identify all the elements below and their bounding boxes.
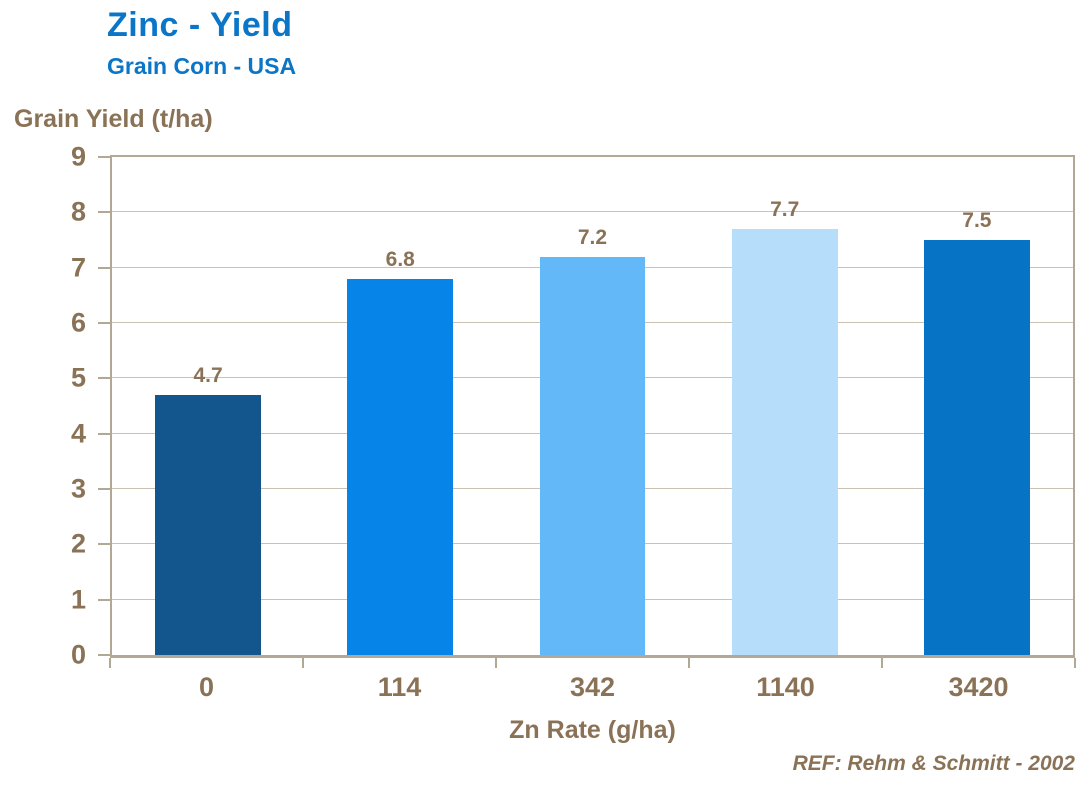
y-tick-label-9: 9 bbox=[70, 141, 86, 172]
x-tickmark-1 bbox=[302, 658, 304, 668]
y-tickmark-3 bbox=[98, 488, 110, 490]
y-tick-label-1: 1 bbox=[70, 584, 86, 615]
y-tick-label-7: 7 bbox=[70, 252, 86, 283]
y-tickmark-1 bbox=[98, 598, 110, 601]
bar-value-label-1140: 7.7 bbox=[770, 197, 800, 221]
y-tick-label-2: 2 bbox=[70, 528, 86, 559]
x-tick-label-0: 0 bbox=[198, 672, 215, 702]
y-axis-ticks: 0 1 2 3 4 5 6 7 8 9 bbox=[0, 143, 110, 668]
x-tickmark-3 bbox=[688, 658, 690, 668]
bar-slot-0: 4.7 bbox=[112, 157, 304, 655]
y-tickmark-0 bbox=[98, 654, 110, 656]
chart-title: Zinc - Yield bbox=[107, 6, 293, 44]
x-tickmark-0 bbox=[109, 658, 111, 668]
x-tick-label-3420: 3420 bbox=[948, 672, 1009, 702]
y-tick-label-4: 4 bbox=[70, 418, 86, 449]
gridline-y8 bbox=[112, 211, 1073, 213]
bar-3420 bbox=[924, 240, 1030, 655]
y-tickmark-2 bbox=[98, 543, 110, 546]
y-tickmark-8 bbox=[98, 211, 110, 214]
x-tick-label-114: 114 bbox=[377, 672, 422, 702]
y-tick-label-0: 0 bbox=[70, 639, 86, 670]
bar-slot-342: 7.2 bbox=[496, 157, 688, 655]
chart-subtitle: Grain Corn - USA bbox=[107, 53, 297, 79]
bar-value-label-0: 4.7 bbox=[193, 363, 223, 387]
x-axis-ticks: 0 114 342 1140 3420 bbox=[109, 658, 1076, 710]
bar-342 bbox=[539, 256, 646, 655]
bar-value-label-114: 6.8 bbox=[385, 247, 415, 271]
bar-slot-1140: 7.7 bbox=[689, 157, 881, 655]
x-tickmark-2 bbox=[495, 658, 497, 668]
y-tickmark-9 bbox=[98, 156, 110, 158]
x-tickmark-5 bbox=[1074, 658, 1076, 668]
bar-slot-114: 6.8 bbox=[304, 157, 496, 655]
y-tickmark-5 bbox=[98, 377, 110, 380]
y-axis-title: Grain Yield (t/ha) bbox=[14, 105, 213, 133]
x-tick-label-342: 342 bbox=[569, 672, 616, 702]
bar-value-label-3420: 7.5 bbox=[962, 209, 992, 232]
bar-slot-3420: 7.5 bbox=[881, 157, 1073, 655]
y-tick-label-5: 5 bbox=[70, 362, 86, 393]
bar-1140 bbox=[731, 228, 838, 655]
y-tickmark-6 bbox=[98, 322, 110, 324]
bar-114 bbox=[347, 278, 454, 655]
y-tickmark-7 bbox=[98, 266, 110, 269]
y-tick-label-6: 6 bbox=[70, 307, 86, 338]
reference-citation: REF: Rehm & Schmitt - 2002 bbox=[792, 752, 1075, 775]
bar-0 bbox=[155, 394, 261, 655]
x-axis-title: Zn Rate (g/ha) bbox=[509, 716, 676, 744]
plot-area: 4.7 6.8 7.2 7.7 7.5 bbox=[110, 155, 1075, 658]
x-tick-label-1140: 1140 bbox=[756, 672, 815, 702]
y-tick-label-8: 8 bbox=[70, 196, 86, 227]
bar-value-label-342: 7.2 bbox=[577, 225, 608, 249]
y-tickmark-4 bbox=[98, 432, 110, 435]
y-tick-label-3: 3 bbox=[70, 473, 86, 504]
x-tickmark-4 bbox=[881, 658, 883, 668]
